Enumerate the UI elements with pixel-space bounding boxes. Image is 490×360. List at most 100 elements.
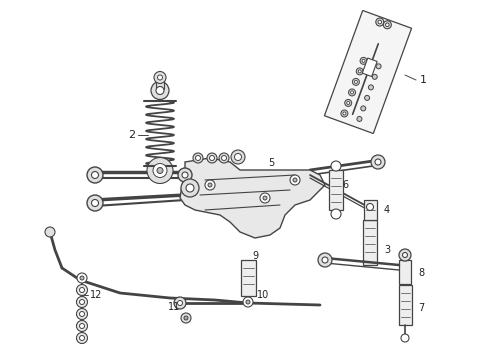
Circle shape — [371, 155, 385, 169]
Text: 9: 9 — [252, 251, 258, 261]
Circle shape — [174, 297, 186, 309]
Circle shape — [181, 313, 191, 323]
Text: 1: 1 — [420, 75, 427, 85]
Circle shape — [360, 57, 367, 64]
Circle shape — [368, 85, 373, 90]
Circle shape — [76, 320, 88, 332]
Circle shape — [376, 18, 384, 26]
Text: 5: 5 — [268, 158, 274, 168]
Circle shape — [156, 86, 164, 95]
Circle shape — [208, 183, 212, 187]
Circle shape — [157, 75, 163, 80]
Circle shape — [87, 167, 103, 183]
Bar — [398, 285, 412, 325]
Circle shape — [196, 156, 200, 161]
Circle shape — [193, 153, 203, 163]
Circle shape — [76, 333, 88, 343]
Circle shape — [341, 110, 348, 117]
Circle shape — [361, 106, 366, 111]
Circle shape — [210, 156, 215, 161]
Circle shape — [87, 195, 103, 211]
Circle shape — [181, 179, 199, 197]
Bar — [364, 200, 376, 220]
Circle shape — [235, 153, 242, 161]
Circle shape — [92, 199, 98, 207]
Circle shape — [79, 288, 84, 292]
Circle shape — [354, 80, 357, 84]
Circle shape — [184, 316, 188, 320]
Circle shape — [347, 102, 350, 104]
Circle shape — [221, 156, 226, 161]
Circle shape — [76, 309, 88, 320]
Text: 3: 3 — [384, 245, 390, 255]
Circle shape — [402, 252, 408, 257]
Circle shape — [348, 89, 356, 96]
Bar — [399, 260, 411, 284]
Text: 11: 11 — [168, 302, 180, 312]
Circle shape — [376, 64, 381, 69]
Bar — [156, 81, 164, 89]
Text: 10: 10 — [257, 290, 269, 300]
Circle shape — [92, 171, 98, 179]
Text: 4: 4 — [384, 205, 390, 215]
Circle shape — [260, 193, 270, 203]
Circle shape — [386, 23, 389, 27]
Circle shape — [147, 158, 173, 184]
Circle shape — [151, 81, 169, 99]
Polygon shape — [362, 58, 377, 77]
Bar — [241, 260, 255, 296]
Circle shape — [76, 284, 88, 296]
Circle shape — [154, 72, 166, 84]
Polygon shape — [324, 10, 412, 134]
Circle shape — [331, 209, 341, 219]
Circle shape — [219, 153, 229, 163]
Text: 12: 12 — [90, 290, 102, 300]
Bar — [329, 170, 343, 210]
Circle shape — [157, 167, 163, 174]
Circle shape — [383, 21, 392, 29]
Circle shape — [343, 112, 346, 115]
Circle shape — [352, 78, 359, 85]
Circle shape — [357, 116, 362, 121]
Circle shape — [362, 59, 365, 62]
Circle shape — [207, 153, 217, 163]
Circle shape — [375, 159, 381, 165]
Bar — [363, 220, 377, 265]
Circle shape — [76, 297, 88, 307]
Text: 2: 2 — [128, 130, 135, 140]
Circle shape — [365, 95, 369, 100]
Circle shape — [263, 196, 267, 200]
Text: 8: 8 — [418, 268, 424, 278]
Circle shape — [79, 300, 84, 305]
Circle shape — [79, 336, 84, 341]
Circle shape — [79, 311, 84, 316]
Circle shape — [186, 184, 194, 192]
Circle shape — [345, 99, 352, 107]
Circle shape — [322, 257, 328, 263]
Circle shape — [231, 150, 245, 164]
Circle shape — [45, 227, 55, 237]
Circle shape — [153, 163, 167, 177]
Circle shape — [290, 175, 300, 185]
Circle shape — [367, 203, 373, 211]
Circle shape — [80, 276, 84, 280]
Circle shape — [399, 249, 411, 261]
Circle shape — [182, 172, 188, 178]
Circle shape — [378, 20, 382, 24]
Circle shape — [246, 300, 250, 304]
Text: 7: 7 — [418, 303, 424, 313]
Polygon shape — [180, 158, 325, 238]
Circle shape — [178, 168, 192, 182]
Circle shape — [331, 161, 341, 171]
Circle shape — [358, 70, 361, 73]
Circle shape — [356, 68, 363, 75]
Circle shape — [293, 178, 297, 182]
Circle shape — [350, 91, 354, 94]
Text: 6: 6 — [342, 180, 348, 190]
Circle shape — [205, 180, 215, 190]
Circle shape — [318, 253, 332, 267]
Circle shape — [79, 324, 84, 328]
Circle shape — [77, 273, 87, 283]
Circle shape — [372, 75, 377, 79]
Circle shape — [401, 334, 409, 342]
